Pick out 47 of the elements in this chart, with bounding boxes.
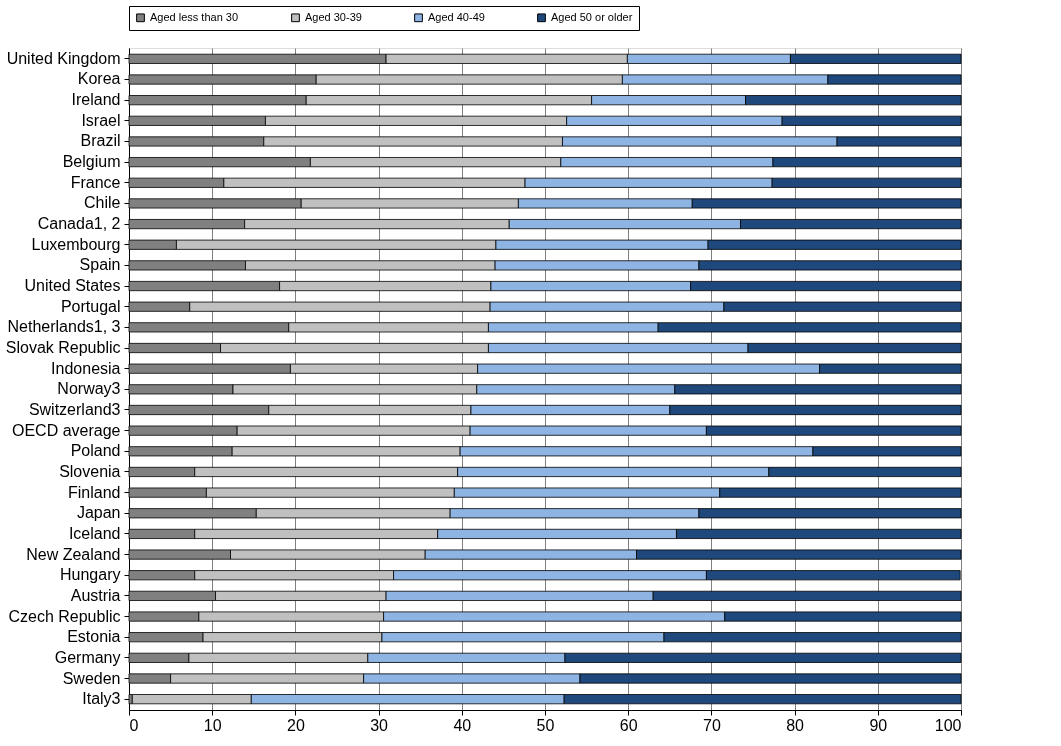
y-tick-label: New Zealand — [26, 545, 121, 563]
y-tick-label: Netherlands1, 3 — [7, 318, 121, 336]
y-tick-label: Portugal — [60, 297, 121, 315]
y-tick-label: Belgium — [62, 153, 121, 171]
legend-label: Aged 50 or older — [551, 10, 633, 23]
y-tick-label: Chile — [84, 194, 121, 212]
y-tick-label: France — [70, 173, 121, 191]
y-tick-label: Israel — [81, 111, 121, 129]
y-tick-label: Slovenia — [59, 462, 121, 480]
y-tick-label: Switzerland3 — [28, 400, 121, 418]
y-tick-label: Italy3 — [82, 690, 121, 708]
y-tick-label: Canada1, 2 — [37, 215, 121, 233]
x-tick-label: 100 — [934, 716, 962, 734]
legend-label: Aged 30-39 — [305, 10, 362, 23]
y-tick-label: United States — [24, 277, 121, 295]
y-tick-label: Japan — [76, 504, 121, 522]
y-tick-label: Luxembourg — [31, 235, 121, 253]
y-tick-label: Estonia — [67, 628, 121, 646]
y-tick-label: Hungary — [60, 566, 121, 584]
x-tick-label: 30 — [370, 716, 389, 734]
y-tick-label: Brazil — [80, 132, 121, 150]
x-tick-label: 10 — [203, 716, 222, 734]
y-tick-label: Slovak Republic — [5, 339, 121, 357]
y-tick-label: Finland — [68, 483, 121, 501]
x-tick-label: 0 — [129, 716, 139, 734]
y-tick-label: Austria — [70, 586, 121, 604]
legend-label: Aged 40-49 — [428, 10, 485, 23]
x-tick-label: 70 — [703, 716, 721, 734]
y-tick-label: Iceland — [68, 524, 121, 542]
x-tick-label: 40 — [453, 716, 472, 734]
legend-label: Aged less than 30 — [150, 10, 239, 23]
y-tick-label: Poland — [70, 442, 121, 460]
y-tick-label: Indonesia — [51, 359, 121, 377]
x-tick-label: 60 — [619, 716, 638, 734]
y-tick-label: Korea — [77, 70, 121, 88]
y-tick-label: Norway3 — [57, 380, 121, 398]
y-tick-label: Ireland — [71, 91, 121, 109]
y-tick-label: United Kingdom — [6, 49, 121, 67]
y-tick-label: Germany — [54, 648, 121, 666]
y-tick-label: Sweden — [62, 669, 121, 687]
x-tick-label: 80 — [786, 716, 805, 734]
y-tick-label: OECD average — [12, 421, 121, 439]
y-tick-label: Czech Republic — [8, 607, 121, 625]
x-tick-label: 90 — [869, 716, 888, 734]
y-tick-label: Spain — [79, 256, 121, 274]
x-tick-label: 20 — [287, 716, 305, 734]
x-tick-label: 50 — [536, 716, 555, 734]
